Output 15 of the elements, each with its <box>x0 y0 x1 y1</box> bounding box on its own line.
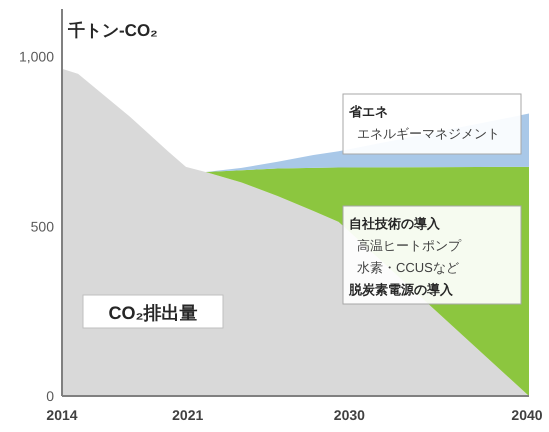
annotation: 高温ヒートポンプ <box>357 238 462 253</box>
y-axis-title: 千トン-CO₂ <box>67 21 158 40</box>
annotation: 省エネ <box>348 104 388 119</box>
x-tick-label: 2021 <box>172 407 204 423</box>
annotation: 脱炭素電源の導入 <box>348 282 454 297</box>
x-tick-label: 2040 <box>511 407 543 423</box>
x-tick-label: 2014 <box>46 407 78 423</box>
y-tick-label: 500 <box>30 218 54 234</box>
y-tick-label: 0 <box>46 388 54 404</box>
series-label: CO₂排出量 <box>108 303 198 323</box>
x-tick-label: 2030 <box>334 407 366 423</box>
annotation: 水素・CCUSなど <box>357 260 459 275</box>
y-tick-label: 1,000 <box>18 48 54 65</box>
annotation: 自社技術の導入 <box>349 216 441 231</box>
annotation: エネルギーマネジメント <box>357 126 500 141</box>
